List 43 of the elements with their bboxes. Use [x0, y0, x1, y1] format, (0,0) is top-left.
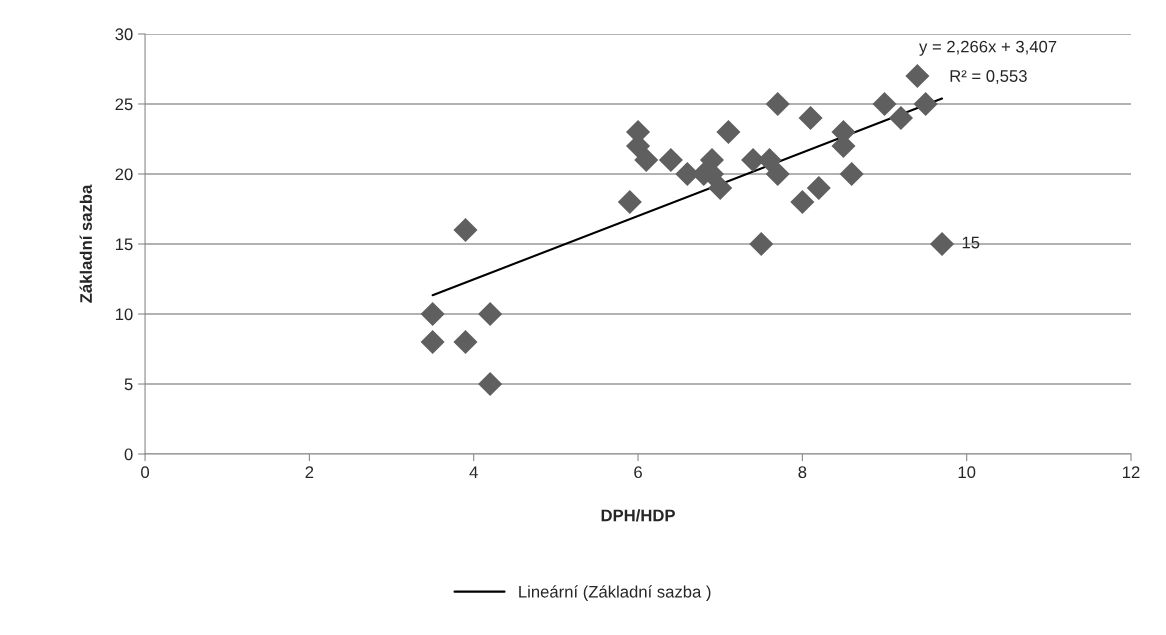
x-tick-label: 0: [141, 466, 150, 479]
y-axis-title: Základní sazba: [79, 184, 92, 303]
y-tick-label: 10: [115, 308, 133, 321]
point: [658, 147, 683, 173]
point: [765, 91, 790, 117]
annotation: y = 2,266x + 3,407: [919, 40, 1057, 56]
point: [617, 189, 642, 215]
point: [798, 105, 823, 131]
point: [420, 301, 445, 327]
point: [749, 231, 774, 257]
point: [478, 371, 503, 397]
annotation: R² = 0,553: [950, 70, 1027, 84]
point: [888, 105, 913, 131]
point: [790, 189, 815, 215]
point: [905, 63, 930, 89]
y-tick-label: 15: [115, 238, 133, 251]
point: [634, 147, 659, 173]
point: [913, 91, 938, 117]
x-tick-label: 6: [634, 466, 642, 479]
legend-label: Lineární (Základní sazba ): [519, 585, 711, 601]
point: [930, 231, 955, 257]
point: [872, 91, 897, 117]
y-tick-label: 25: [115, 98, 133, 111]
point: [478, 301, 503, 327]
y-tick-label: 20: [115, 168, 133, 181]
point: [453, 217, 478, 243]
data-label: 15: [962, 236, 980, 249]
x-tick-label: 8: [798, 466, 807, 479]
x-tick-label: 4: [469, 466, 478, 478]
x-tick-label: 10: [958, 466, 976, 479]
point: [839, 161, 864, 187]
y-tick-label: 0: [124, 448, 133, 461]
point: [453, 329, 478, 355]
y-tick-label: 5: [124, 378, 133, 391]
x-axis-title: DPH/HDP: [601, 509, 675, 522]
y-tick-label: 30: [115, 28, 133, 41]
point: [708, 175, 733, 201]
point: [806, 175, 831, 201]
point: [765, 161, 790, 187]
point: [716, 119, 741, 145]
point: [420, 329, 445, 355]
x-tick-label: 12: [1123, 466, 1140, 478]
x-tick-label: 2: [305, 466, 314, 478]
